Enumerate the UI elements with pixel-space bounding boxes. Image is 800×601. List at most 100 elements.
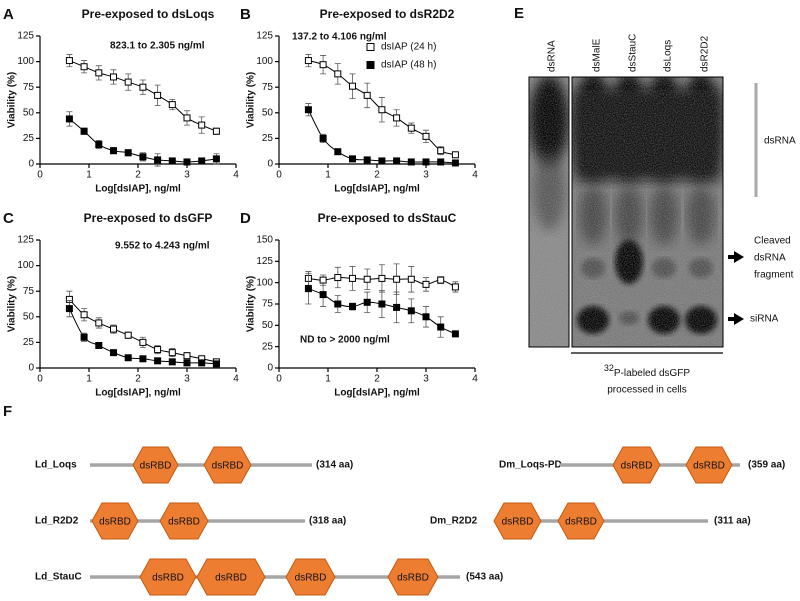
domain-label: dsRBD — [397, 573, 429, 584]
panel-label: B — [240, 6, 251, 23]
lane-label: dsMalE — [592, 38, 603, 72]
data-point — [378, 106, 386, 114]
data-point — [378, 157, 386, 165]
x-axis-label: Log[dsIAP], ng/ml — [334, 388, 420, 399]
data-point — [334, 148, 342, 156]
annotation: 9.552 to 4.243 ng/ml — [115, 241, 210, 252]
data-point — [378, 274, 386, 282]
data-point — [363, 275, 371, 283]
data-point — [110, 73, 117, 81]
data-point — [363, 156, 371, 164]
x-tick-label: 0 — [276, 170, 282, 181]
data-point — [124, 331, 132, 339]
data-point — [168, 349, 176, 357]
gel-image — [528, 76, 758, 354]
fit-line — [69, 299, 217, 363]
x-axis-label: Log[dsIAP], ng/ml — [334, 184, 420, 195]
domain-label: dsRBD — [693, 461, 725, 472]
x-tick-label: 2 — [374, 170, 380, 181]
annotation: ND to > 2000 ng/ml — [300, 335, 390, 346]
data-point — [451, 151, 459, 159]
band-label: dsRNA — [754, 253, 786, 264]
chart-title: Pre-exposed to dsR2D2 — [320, 7, 455, 21]
data-point — [139, 338, 147, 346]
y-tick-label: 100 — [256, 277, 273, 288]
panel-label: C — [3, 210, 14, 227]
protein-length: (543 aa) — [466, 572, 503, 583]
data-point — [168, 101, 176, 109]
superscript: 32 — [604, 363, 614, 373]
x-tick-label: 1 — [325, 374, 331, 385]
data-point — [124, 78, 132, 86]
data-point — [139, 83, 147, 91]
data-point — [139, 355, 147, 363]
data-point — [304, 285, 312, 293]
domain-label: dsRBD — [295, 573, 327, 584]
data-point — [154, 91, 162, 99]
data-point — [407, 275, 415, 283]
data-point — [95, 141, 103, 149]
data-point — [183, 114, 191, 122]
data-point — [198, 359, 206, 367]
x-tick-label: 3 — [423, 374, 429, 385]
data-point — [422, 158, 430, 166]
data-point — [319, 134, 327, 142]
data-point — [139, 153, 147, 161]
data-point — [378, 300, 386, 308]
data-point — [124, 354, 132, 362]
data-point — [124, 149, 132, 157]
x-tick-label: 2 — [135, 374, 141, 385]
data-point — [334, 274, 342, 282]
data-point — [334, 70, 342, 78]
domain-label: dsRBD — [565, 517, 597, 528]
x-tick-label: 4 — [233, 374, 239, 385]
protein-length: (359 aa) — [748, 460, 785, 471]
data-point — [319, 276, 327, 284]
data-point — [437, 323, 445, 331]
protein-name: Ld_Loqs — [35, 460, 77, 471]
data-point — [110, 147, 117, 155]
data-point — [183, 359, 191, 367]
y-tick-label: 50 — [262, 320, 274, 331]
y-tick-label: 75 — [23, 286, 35, 297]
data-point — [183, 352, 191, 360]
data-point — [110, 325, 117, 333]
y-tick-label: 125 — [256, 31, 273, 42]
domain — [203, 446, 252, 484]
y-tick-label: 25 — [262, 133, 274, 144]
data-point — [349, 303, 356, 311]
legend-label: dsIAP (48 h) — [381, 60, 436, 71]
protein-length: (318 aa) — [309, 516, 346, 527]
data-point — [168, 358, 176, 366]
data-point — [393, 303, 401, 311]
y-tick-label: 25 — [23, 337, 35, 348]
annotation: 823.1 to 2.305 ng/ml — [110, 41, 205, 52]
protein-name: Dm_Loqs-PD — [499, 460, 562, 471]
panel-label: E — [514, 5, 524, 22]
panel-label: A — [3, 6, 14, 23]
data-point — [154, 346, 162, 354]
data-point — [349, 274, 356, 282]
gel-caption: 32P-labeled dsGFP — [604, 363, 690, 378]
chart: C Pre-exposed to dsGFP 9.552 to 4.243 ng/m… — [3, 210, 239, 399]
data-point — [451, 159, 459, 167]
x-tick-label: 1 — [325, 170, 331, 181]
data-point — [65, 115, 73, 123]
y-tick-label: 125 — [256, 256, 273, 267]
y-tick-label: 50 — [23, 311, 35, 322]
y-tick-label: 75 — [262, 82, 274, 93]
data-point — [183, 158, 191, 166]
chart-title: Pre-exposed to dsLoqs — [82, 7, 215, 21]
data-point — [80, 311, 88, 319]
data-point — [407, 124, 415, 132]
domain-label: dsRBD — [502, 517, 534, 528]
data-point — [212, 155, 220, 163]
y-tick-label: 100 — [256, 56, 273, 67]
data-point — [363, 298, 371, 306]
y-tick-label: 0 — [28, 159, 34, 170]
data-point — [95, 319, 103, 327]
y-tick-label: 75 — [23, 82, 35, 93]
lane-label: dsStauC — [628, 34, 639, 72]
chart: D Pre-exposed to dsStauC ND to > 2000 ng/m… — [240, 210, 478, 399]
